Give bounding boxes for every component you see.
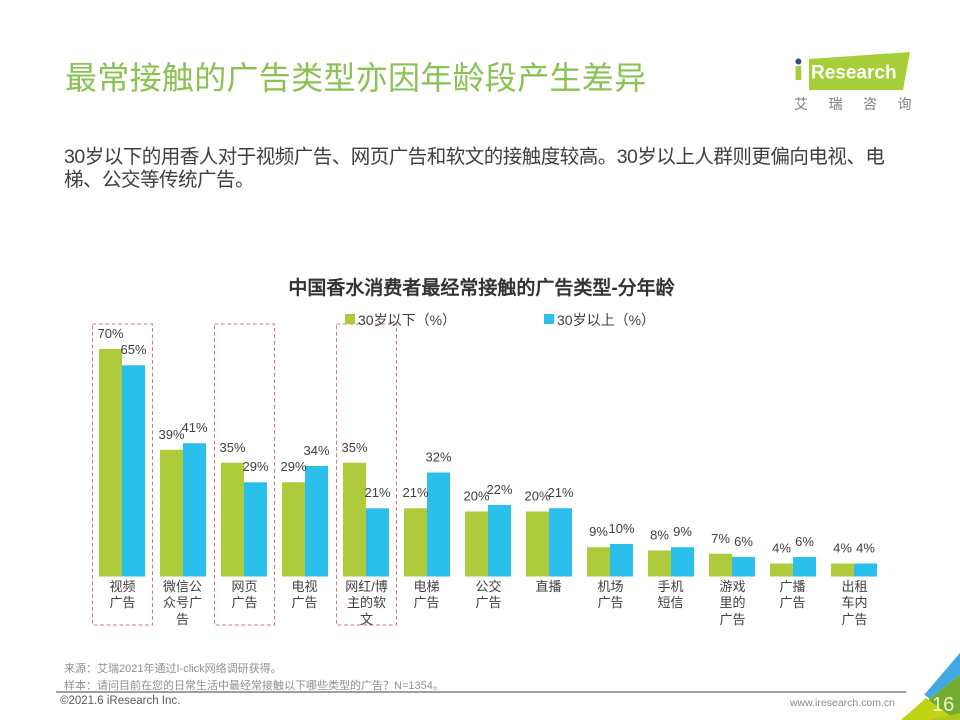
svg-text:6%: 6%	[734, 534, 753, 549]
svg-text:21%: 21%	[364, 485, 390, 500]
svg-text:20%: 20%	[463, 489, 489, 504]
svg-text:41%: 41%	[181, 420, 207, 435]
svg-text:65%: 65%	[120, 342, 146, 357]
svg-text:35%: 35%	[219, 440, 245, 455]
svg-text:16: 16	[932, 694, 954, 716]
svg-text:20%: 20%	[524, 489, 550, 504]
svg-text:Research: Research	[811, 62, 897, 83]
svg-text:29%: 29%	[280, 459, 306, 474]
svg-text:21%: 21%	[547, 485, 573, 500]
svg-text:29%: 29%	[242, 459, 268, 474]
svg-text:7%: 7%	[711, 531, 730, 546]
svg-text:70%: 70%	[97, 326, 123, 341]
svg-text:6%: 6%	[795, 534, 814, 549]
svg-text:35%: 35%	[341, 440, 367, 455]
svg-text:9%: 9%	[589, 524, 608, 539]
svg-text:22%: 22%	[486, 482, 512, 497]
svg-text:10%: 10%	[608, 521, 634, 536]
svg-text:8%: 8%	[650, 528, 669, 543]
svg-text:39%: 39%	[158, 427, 184, 442]
svg-text:4%: 4%	[833, 541, 852, 556]
svg-text:21%: 21%	[402, 485, 428, 500]
svg-text:9%: 9%	[673, 524, 692, 539]
svg-text:32%: 32%	[425, 450, 451, 465]
svg-text:34%: 34%	[303, 443, 329, 458]
svg-text:4%: 4%	[856, 541, 875, 556]
svg-text:4%: 4%	[772, 541, 791, 556]
